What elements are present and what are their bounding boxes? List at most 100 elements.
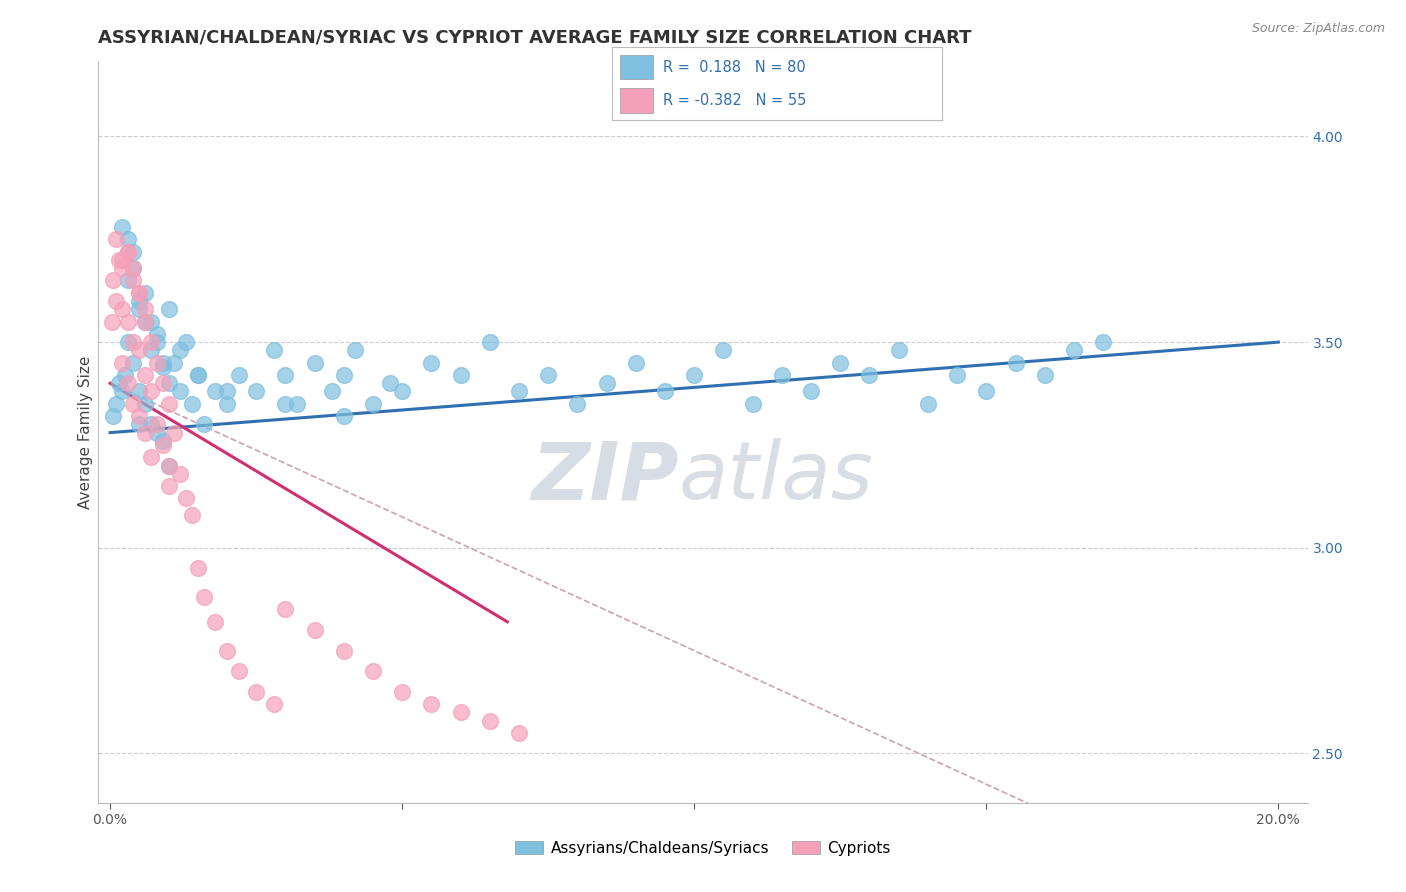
- Point: [187, 368, 209, 382]
- Point: [624, 356, 647, 370]
- Point: [344, 343, 367, 358]
- Point: [274, 397, 297, 411]
- Point: [1004, 356, 1026, 370]
- Legend: Assyrians/Chaldeans/Syriacs, Cypriots: Assyrians/Chaldeans/Syriacs, Cypriots: [509, 835, 897, 862]
- Text: Source: ZipAtlas.com: Source: ZipAtlas.com: [1251, 22, 1385, 36]
- Point: [391, 384, 413, 399]
- Point: [263, 697, 285, 711]
- Point: [146, 356, 169, 370]
- Text: atlas: atlas: [679, 438, 873, 516]
- Point: [508, 726, 530, 740]
- Point: [157, 397, 180, 411]
- Point: [193, 590, 215, 604]
- Point: [361, 664, 384, 678]
- Point: [117, 244, 139, 259]
- Point: [537, 368, 560, 382]
- Point: [152, 356, 174, 370]
- Point: [104, 293, 127, 308]
- Y-axis label: Average Family Size: Average Family Size: [77, 356, 93, 509]
- Point: [117, 244, 139, 259]
- Point: [157, 458, 180, 473]
- Point: [122, 261, 145, 276]
- Point: [122, 356, 145, 370]
- Point: [139, 450, 162, 465]
- Point: [128, 302, 150, 317]
- Point: [122, 335, 145, 350]
- Point: [595, 376, 617, 391]
- Point: [114, 368, 136, 382]
- Point: [122, 397, 145, 411]
- Point: [152, 438, 174, 452]
- Point: [713, 343, 735, 358]
- Point: [111, 302, 134, 317]
- Point: [108, 252, 131, 267]
- Point: [245, 685, 267, 699]
- Point: [101, 273, 124, 287]
- Point: [134, 302, 156, 317]
- Point: [117, 315, 139, 329]
- Point: [274, 368, 297, 382]
- Point: [134, 315, 156, 329]
- Point: [104, 397, 127, 411]
- Point: [654, 384, 676, 399]
- Point: [152, 359, 174, 374]
- Point: [117, 273, 139, 287]
- Point: [111, 252, 134, 267]
- Point: [800, 384, 823, 399]
- Point: [391, 685, 413, 699]
- Point: [830, 356, 852, 370]
- Point: [146, 417, 169, 432]
- Point: [128, 384, 150, 399]
- Point: [163, 425, 186, 440]
- Text: R =  0.188   N = 80: R = 0.188 N = 80: [662, 60, 806, 75]
- Point: [128, 285, 150, 300]
- Point: [122, 273, 145, 287]
- Point: [111, 219, 134, 234]
- Point: [139, 343, 162, 358]
- Point: [321, 384, 343, 399]
- Point: [146, 425, 169, 440]
- Point: [128, 293, 150, 308]
- Point: [139, 315, 162, 329]
- Point: [450, 706, 472, 720]
- Point: [169, 384, 191, 399]
- Point: [478, 335, 501, 350]
- Point: [180, 508, 202, 522]
- Point: [204, 615, 226, 629]
- Point: [108, 376, 131, 391]
- Point: [101, 409, 124, 424]
- Point: [215, 643, 238, 657]
- Point: [1063, 343, 1085, 358]
- Point: [332, 368, 354, 382]
- Bar: [620, 88, 652, 113]
- Point: [157, 458, 180, 473]
- Point: [180, 397, 202, 411]
- Point: [567, 397, 589, 411]
- Point: [917, 397, 939, 411]
- Point: [157, 302, 180, 317]
- Point: [228, 664, 250, 678]
- Point: [152, 376, 174, 391]
- Point: [187, 368, 209, 382]
- Point: [134, 425, 156, 440]
- Text: R = -0.382   N = 55: R = -0.382 N = 55: [662, 93, 806, 108]
- Point: [174, 491, 197, 506]
- Bar: [620, 54, 652, 79]
- Point: [169, 343, 191, 358]
- Point: [304, 623, 326, 637]
- Point: [111, 356, 134, 370]
- Point: [228, 368, 250, 382]
- Point: [361, 397, 384, 411]
- Point: [215, 384, 238, 399]
- Point: [128, 285, 150, 300]
- Point: [187, 561, 209, 575]
- Point: [274, 602, 297, 616]
- Point: [122, 244, 145, 259]
- Point: [204, 384, 226, 399]
- Point: [508, 384, 530, 399]
- Point: [139, 417, 162, 432]
- Point: [263, 343, 285, 358]
- Point: [134, 368, 156, 382]
- Point: [420, 697, 443, 711]
- Point: [193, 417, 215, 432]
